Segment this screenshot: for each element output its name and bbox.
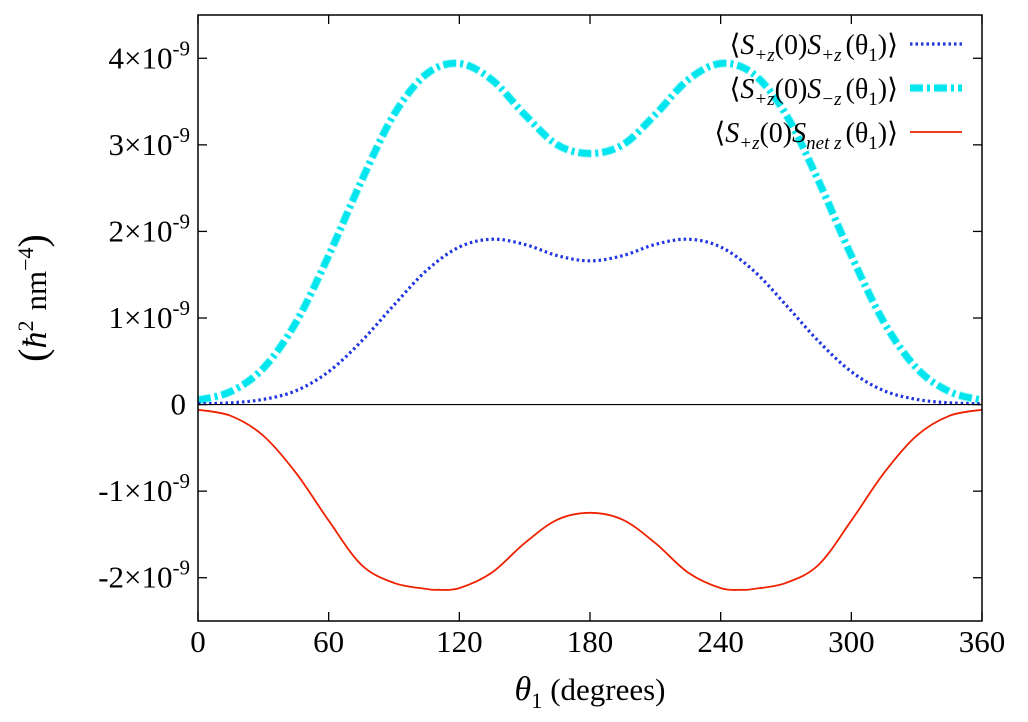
y-tick-label: -2×10-9 bbox=[98, 556, 190, 595]
legend-label: ⟨S+z(0)S+z (θ1)⟩ bbox=[729, 30, 898, 66]
x-tick-label: 0 bbox=[190, 624, 206, 659]
series-line-halo bbox=[196, 59, 984, 405]
legend-item: ⟨S+z(0)S+z (θ1)⟩ bbox=[729, 30, 962, 66]
ticks-layer: 0 60 120 180 240 300 360 4×10-9 3×10-9 2×10-9 1×10… bbox=[98, 15, 1005, 659]
legend-item: ⟨S+z(0)S−z (θ1)⟩ bbox=[729, 74, 962, 110]
x-tick-label: 60 bbox=[313, 624, 344, 659]
series-line bbox=[197, 237, 983, 406]
x-tick-label: 360 bbox=[959, 624, 1006, 659]
legend-item: ⟨S+z(0)Snet z (θ1)⟩ bbox=[714, 118, 962, 154]
y-tick-label: 4×10-9 bbox=[109, 36, 190, 75]
x-tick-label: 300 bbox=[828, 624, 875, 659]
x-tick-label: 120 bbox=[436, 624, 483, 659]
x-axis-title: θ1 (degrees) bbox=[514, 671, 665, 713]
y-tick-label: 3×10-9 bbox=[109, 123, 190, 162]
plot-frame bbox=[197, 14, 983, 622]
legend-label: ⟨S+z(0)S−z (θ1)⟩ bbox=[729, 74, 898, 110]
x-tick-label: 180 bbox=[567, 624, 614, 659]
y-tick-label: -1×10-9 bbox=[98, 469, 190, 508]
y-tick-label: 1×10-9 bbox=[109, 296, 190, 335]
series-line bbox=[197, 408, 983, 591]
y-axis-title: (ħ2nm−4) bbox=[10, 234, 55, 362]
legend: ⟨S+z(0)S+z (θ1)⟩ ⟨S+z(0)S−z (θ1)⟩ ⟨S+z(0)Sne… bbox=[714, 30, 962, 154]
y-tick-label: 0 bbox=[171, 387, 187, 422]
series-line bbox=[197, 60, 983, 404]
x-tick-label: 240 bbox=[697, 624, 744, 659]
legend-label: ⟨S+z(0)Snet z (θ1)⟩ bbox=[714, 118, 898, 154]
series-layer bbox=[196, 59, 984, 591]
y-tick-label: 2×10-9 bbox=[109, 209, 190, 248]
